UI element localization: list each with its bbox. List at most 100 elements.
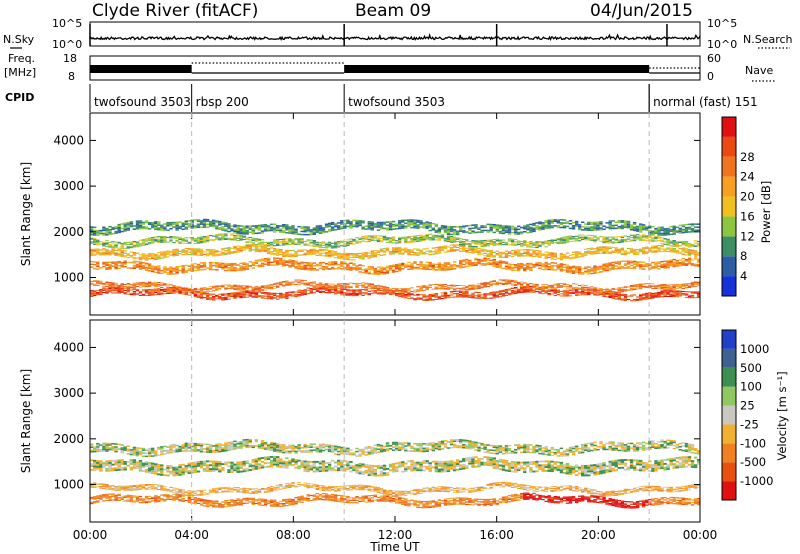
heat-cell (102, 232, 106, 235)
heat-cell (361, 226, 365, 228)
heat-cell (224, 222, 228, 224)
heat-cell (181, 293, 185, 295)
heat-cell (166, 221, 170, 224)
heat-cell (129, 222, 134, 225)
heat-cell (632, 239, 637, 241)
heat-cell (642, 294, 646, 296)
heat-cell (309, 263, 313, 266)
heat-cell (538, 245, 542, 247)
heat-cell (571, 289, 576, 291)
heat-cell (169, 250, 173, 252)
heat-cell (291, 253, 295, 255)
heat-cell (102, 229, 106, 232)
heat-cell (151, 238, 155, 240)
heat-cell (401, 289, 405, 291)
heat-cell (196, 295, 201, 297)
heat-cell (263, 249, 268, 251)
heat-cell (157, 288, 161, 290)
heat-cell (492, 255, 496, 257)
heat-cell (532, 285, 536, 287)
heat-cell (498, 227, 503, 230)
heat-cell (562, 269, 567, 271)
heat-cell (419, 234, 423, 236)
heat-cell (584, 267, 588, 270)
heat-cell (443, 227, 448, 229)
heat-cell (437, 263, 442, 266)
heat-cell (568, 267, 573, 270)
heat-cell (501, 291, 506, 293)
heat-cell (410, 292, 414, 294)
heat-cell (260, 295, 265, 297)
heat-cell (382, 221, 387, 224)
heat-cell (151, 292, 155, 294)
heat-cell (181, 291, 185, 293)
heat-cell (581, 255, 585, 257)
heat-cell (480, 294, 484, 296)
heat-cell (266, 287, 271, 289)
heat-cell (602, 295, 606, 297)
heat-cell (239, 265, 243, 267)
heat-cell (596, 294, 600, 296)
heat-cell (254, 285, 259, 287)
heat-cell (526, 252, 530, 255)
heat-cell (559, 268, 564, 271)
heat-cell (193, 239, 198, 241)
nave-label: Nave (745, 64, 773, 77)
heat-cell (257, 294, 262, 296)
heat-cell (248, 292, 252, 294)
heat-cell (364, 235, 368, 237)
heat-cell (157, 285, 161, 287)
heat-cell (111, 241, 115, 243)
heat-cell (337, 285, 341, 287)
heat-cell (108, 244, 112, 246)
heat-cell (245, 264, 249, 266)
heat-cell (440, 237, 445, 239)
heat-cell (456, 230, 460, 233)
heat-cell (510, 282, 515, 284)
heat-cell (514, 239, 518, 241)
heat-cell (486, 294, 490, 296)
heat-cell (303, 280, 307, 281)
heat-cell (373, 252, 377, 254)
heat-cell (520, 289, 524, 291)
heat-cell (105, 292, 109, 294)
heat-cell (480, 243, 484, 245)
heat-cell (370, 253, 374, 255)
heat-cell (593, 238, 597, 240)
heat-cell (468, 289, 472, 291)
heat-cell (129, 221, 134, 223)
heat-cell (544, 292, 548, 294)
heat-cell (571, 272, 576, 274)
heat-cell (294, 266, 298, 268)
heat-cell (334, 225, 338, 228)
heat-cell (495, 263, 499, 265)
heat-cell (404, 297, 408, 299)
heat-cell (407, 242, 411, 244)
heat-cell (257, 287, 262, 289)
heat-cell (96, 261, 100, 263)
heat-cell (440, 286, 445, 288)
heat-cell (398, 220, 402, 222)
heat-cell (462, 231, 466, 234)
heat-cell (309, 262, 313, 264)
heat-cell (550, 240, 554, 242)
heat-cell (523, 291, 527, 293)
heat-cell (208, 254, 213, 256)
heat-cell (282, 227, 286, 229)
heat-cell (495, 292, 499, 294)
heat-cell (358, 238, 362, 240)
heat-cell (568, 270, 573, 272)
heat-cell (212, 290, 216, 292)
heat-cell (486, 284, 490, 286)
heat-cell (538, 287, 542, 289)
heat-cell (495, 281, 499, 283)
heat-cell (166, 287, 170, 289)
heat-cell (587, 290, 591, 292)
heat-cell (382, 273, 387, 275)
heat-cell (306, 239, 310, 241)
heat-cell (276, 239, 280, 241)
heat-cell (468, 249, 472, 251)
heat-cell (233, 232, 237, 234)
heat-cell (498, 282, 503, 284)
heat-cell (553, 269, 557, 271)
